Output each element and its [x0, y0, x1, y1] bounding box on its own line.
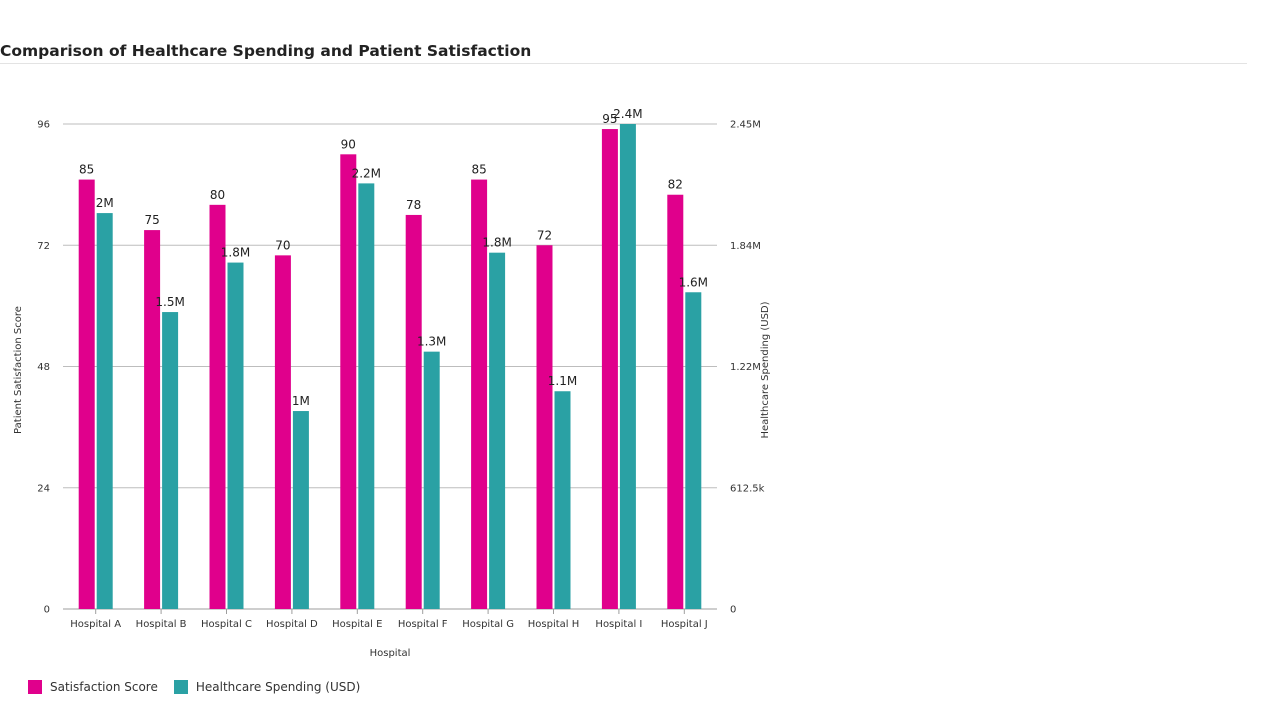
data-label-spending: 1M: [292, 394, 310, 408]
bar-satisfaction: [274, 255, 291, 609]
data-label-satisfaction: 78: [406, 198, 421, 212]
bar-satisfaction: [340, 154, 357, 609]
data-label-spending: 2M: [96, 196, 114, 210]
y-left-tick-label: 48: [37, 362, 50, 373]
bar-satisfaction: [667, 194, 684, 609]
x-tick-label: Hospital D: [266, 619, 318, 630]
bar-satisfaction: [78, 179, 95, 609]
y-right-axis-title: Healthcare Spending (USD): [760, 301, 771, 438]
y-right-tick-label: 1.22M: [730, 362, 761, 373]
data-label-satisfaction: 72: [537, 228, 552, 242]
title-divider: [0, 63, 1247, 64]
x-tick-label: Hospital E: [332, 619, 382, 630]
bar-satisfaction: [601, 129, 618, 610]
x-tick-label: Hospital J: [661, 619, 708, 630]
data-label-satisfaction: 80: [210, 188, 225, 202]
x-tick-label: Hospital C: [201, 619, 252, 630]
y-right-tick-label: 0: [730, 605, 736, 616]
x-tick-label: Hospital F: [398, 619, 448, 630]
legend-label-satisfaction: Satisfaction Score: [50, 680, 158, 694]
data-label-spending: 2.2M: [352, 166, 381, 180]
legend-swatch-spending: [173, 680, 188, 694]
x-tick-label: Hospital H: [528, 619, 580, 630]
x-tick-label: Hospital I: [595, 619, 642, 630]
data-label-satisfaction: 70: [275, 238, 290, 252]
x-axis-title: Hospital: [370, 648, 411, 659]
bar-spending: [619, 124, 636, 609]
data-label-spending: 1.1M: [548, 374, 577, 388]
legend-swatch-satisfaction: [28, 680, 42, 694]
bar-spending: [96, 213, 113, 609]
data-label-satisfaction: 75: [144, 213, 159, 227]
y-left-tick-label: 96: [37, 120, 50, 131]
y-left-tick-label: 24: [37, 483, 50, 494]
bar-satisfaction: [471, 179, 488, 609]
legend-item-satisfaction[interactable]: Satisfaction Score: [28, 680, 158, 694]
bar-satisfaction: [536, 245, 553, 609]
bar-satisfaction: [209, 204, 226, 610]
chart-title: Comparison of Healthcare Spending and Pa…: [0, 42, 532, 60]
data-label-spending: 2.4M: [613, 107, 642, 121]
x-tick-label: Hospital A: [70, 619, 121, 630]
data-label-spending: 1.6M: [679, 275, 708, 289]
bar-spending: [162, 312, 179, 609]
y-right-tick-label: 2.45M: [730, 120, 761, 131]
legend-item-spending[interactable]: Healthcare Spending (USD): [173, 680, 361, 694]
data-label-spending: 1.3M: [417, 335, 446, 349]
bar-satisfaction: [405, 214, 422, 609]
data-label-spending: 1.8M: [482, 236, 511, 250]
data-label-satisfaction: 85: [79, 163, 94, 177]
data-label-satisfaction: 85: [471, 163, 486, 177]
x-tick-label: Hospital G: [462, 619, 514, 630]
data-label-satisfaction: 95: [602, 112, 617, 126]
bar-spending: [423, 351, 440, 609]
y-left-axis-title: Patient Satisfaction Score: [13, 306, 24, 434]
bar-spending: [227, 262, 244, 609]
y-right-tick-label: 1.84M: [730, 241, 761, 252]
data-label-satisfaction: 90: [341, 137, 356, 151]
data-label-satisfaction: 82: [668, 178, 683, 192]
legend: Satisfaction Score Healthcare Spending (…: [28, 680, 376, 694]
y-left-tick-label: 72: [37, 241, 50, 252]
data-label-spending: 1.8M: [221, 246, 250, 260]
bar-spending: [358, 183, 375, 609]
y-right-tick-label: 612.5k: [730, 483, 765, 494]
bar-satisfaction: [144, 230, 161, 609]
bar-spending: [685, 292, 702, 609]
bar-spending: [292, 411, 309, 609]
x-tick-label: Hospital B: [136, 619, 187, 630]
legend-label-spending: Healthcare Spending (USD): [195, 680, 361, 694]
y-left-tick-label: 0: [44, 605, 50, 616]
bar-spending: [554, 391, 571, 609]
bar-spending: [489, 252, 506, 609]
data-label-spending: 1.5M: [155, 295, 184, 309]
